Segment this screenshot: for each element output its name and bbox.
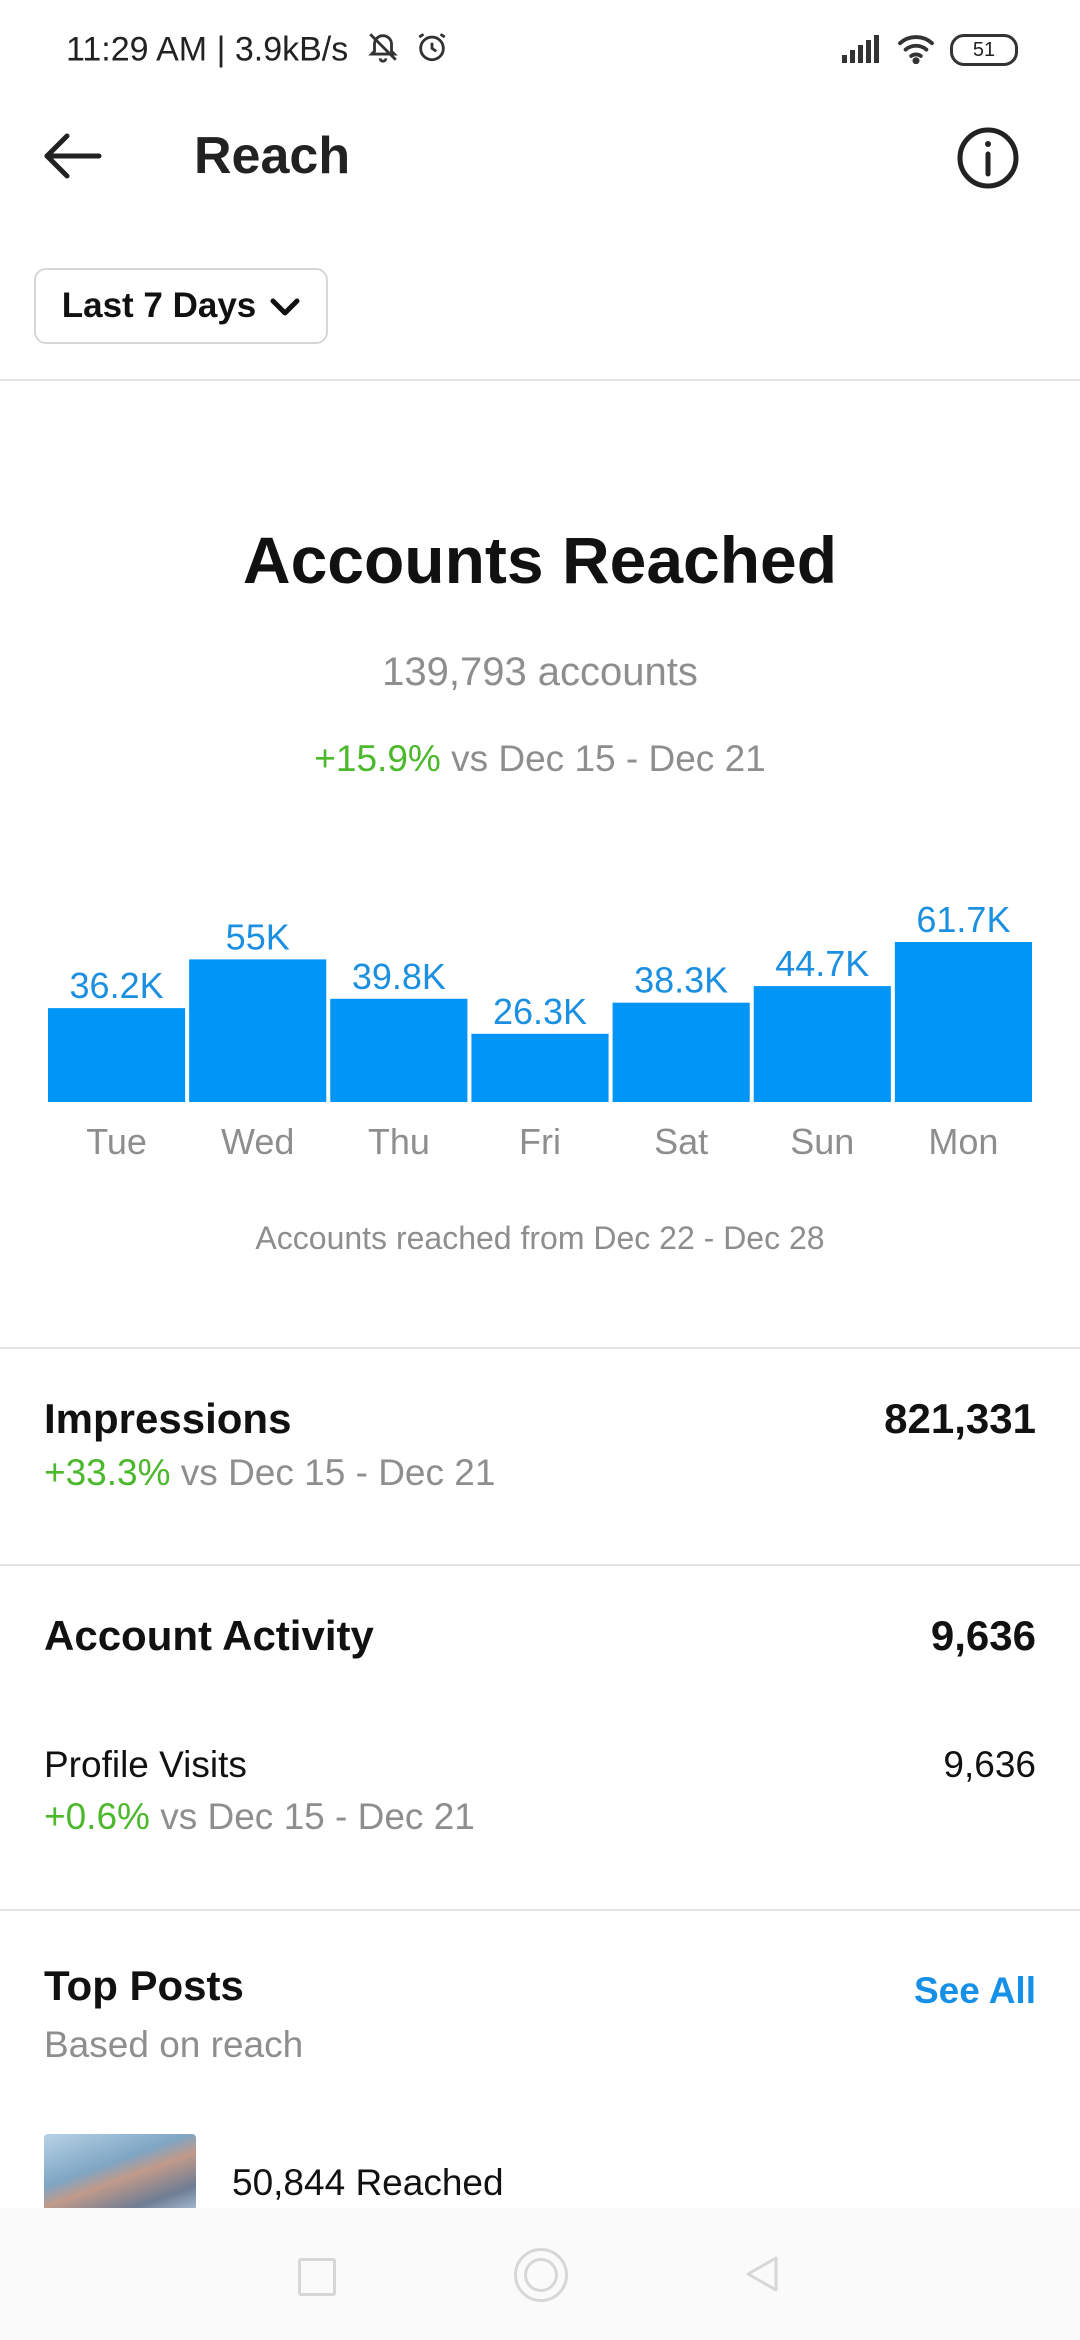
mute-bell-icon [366,30,400,73]
chart-data-label: 38.3K [634,960,728,1001]
profile-visits-value: 9,636 [943,1744,1036,1785]
divider [0,1564,1080,1566]
recents-button[interactable] [298,2258,336,2296]
battery-icon: 51 [950,34,1018,66]
system-back-button[interactable] [742,2254,782,2294]
back-triangle-icon [742,2256,782,2298]
chart-data-label: 44.7K [775,943,869,984]
chart-x-tick-label: Sun [790,1121,854,1162]
info-icon [956,126,1020,195]
chart-bar-fri [471,1033,609,1102]
status-time-text: 11:29 AM | 3.9kB/s [66,30,349,69]
date-range-dropdown[interactable]: Last 7 Days [34,268,328,344]
date-range-label: Last 7 Days [61,286,257,325]
chart-bar-mon [894,942,1032,1102]
chart-caption: Accounts reached from Dec 22 - Dec 28 [255,1220,825,1256]
chart-bar-tue [48,1008,186,1102]
chart-x-tick-label: Fri [519,1121,561,1162]
divider [0,379,1080,381]
account-activity-title: Account Activity [44,1612,374,1659]
impressions-title: Impressions [44,1395,292,1442]
change-percent: +0.6% [44,1796,150,1837]
account-activity-value: 9,636 [930,1612,1036,1659]
chart-data-label: 36.2K [70,965,164,1006]
chart-x-tick-label: Tue [86,1121,147,1162]
chart-data-label: 26.3K [493,991,587,1032]
impressions-value: 821,331 [884,1395,1036,1442]
accounts-reached-title: Accounts Reached [242,523,838,597]
accounts-reached-count: 139,793 accounts [382,650,698,694]
chart-data-label: 55K [226,916,290,957]
status-icons: 51 [840,28,1018,72]
page-title: Reach [194,127,351,185]
chart-x-tick-label: Sat [654,1121,708,1162]
chart-x-tick-label: Mon [928,1121,998,1162]
change-period: vs Dec 15 - Dec 21 [170,1452,496,1493]
chart-bar-wed [189,959,327,1102]
chart-data-label: 39.8K [352,956,446,997]
top-posts-subtitle: Based on reach [44,2024,304,2065]
accounts-reached-chart: 36.2K Tue 55K Wed 39.8K Thu 26.3K Fri 38.3K Sat 44… [48,899,1032,1162]
chart-bar-thu [330,998,468,1102]
chart-x-tick-label: Wed [221,1121,294,1162]
profile-visits-change: +0.6% vs Dec 15 - Dec 21 [44,1796,475,1838]
back-arrow-icon [41,132,103,185]
chart-bar-sun [753,986,891,1102]
back-button[interactable] [36,122,108,194]
change-percent: +15.9% [314,738,441,779]
change-percent: +33.3% [44,1452,171,1493]
change-period: vs Dec 15 - Dec 21 [440,738,766,779]
chart-x-tick-label: Thu [368,1121,430,1162]
change-period: vs Dec 15 - Dec 21 [149,1796,475,1837]
info-button[interactable] [952,124,1024,196]
top-post-reached: 50,844 Reached [232,2162,504,2203]
impressions-change: +33.3% vs Dec 15 - Dec 21 [44,1452,495,1494]
top-posts-title: Top Posts [44,1962,244,2009]
see-all-link[interactable]: See All [913,1970,1036,2011]
home-button[interactable] [514,2248,568,2302]
divider [0,1909,1080,1911]
signal-icon [840,33,882,68]
chevron-down-icon [270,286,300,326]
profile-visits-label: Profile Visits [44,1744,247,1785]
chart-data-label: 61.7K [916,899,1010,940]
accounts-reached-change: +15.9% vs Dec 15 - Dec 21 [0,738,1080,780]
wifi-icon [896,32,936,69]
top-post-thumbnail[interactable] [44,2134,196,2212]
status-time: 11:29 AM | 3.9kB/s [66,30,449,73]
chart-bar-sat [612,1002,750,1102]
divider [0,1347,1080,1349]
alarm-icon [415,30,449,73]
